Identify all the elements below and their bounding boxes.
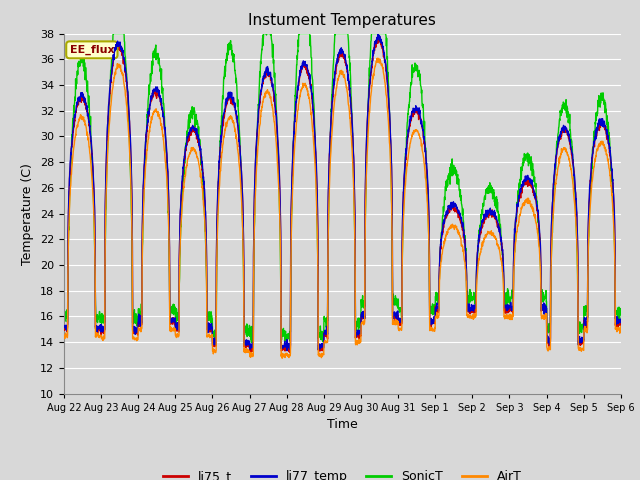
li75_t [371,45,379,50]
li77_temp [359,309,367,314]
Line: AirT: AirT [64,58,621,358]
AirT [374,55,381,61]
AirT [584,327,591,333]
li77_temp [216,159,223,165]
SonicT [359,302,367,308]
SonicT [568,145,576,151]
Line: SonicT: SonicT [64,34,621,347]
SonicT [617,310,625,316]
li77_temp [617,320,625,325]
li77_temp [584,315,591,321]
Title: Instument Temperatures: Instument Temperatures [248,13,436,28]
li75_t [216,161,223,167]
Text: EE_flux: EE_flux [70,45,114,55]
li75_t [359,316,367,322]
AirT [216,185,223,191]
li77_temp [568,150,576,156]
li77_temp [505,306,513,312]
SonicT [371,31,379,36]
SonicT [505,292,513,298]
Line: li77_temp: li77_temp [64,34,621,350]
AirT [359,320,367,325]
Line: li75_t: li75_t [64,37,621,353]
li75_t [246,350,254,356]
li75_t [376,34,384,40]
li77_temp [284,348,291,353]
li75_t [617,321,625,326]
Y-axis label: Temperature (C): Temperature (C) [22,163,35,264]
li75_t [60,327,68,333]
AirT [60,334,68,339]
AirT [617,324,625,329]
li75_t [505,308,513,314]
AirT [371,65,379,71]
SonicT [283,344,291,350]
AirT [568,174,576,180]
Legend: li75_t, li77_temp, SonicT, AirT: li75_t, li77_temp, SonicT, AirT [158,465,527,480]
li75_t [568,156,576,161]
li75_t [584,319,591,324]
li77_temp [371,39,379,45]
AirT [278,355,286,361]
SonicT [109,31,117,36]
SonicT [60,317,68,323]
SonicT [216,161,223,167]
AirT [505,313,513,319]
li77_temp [374,31,381,37]
li77_temp [60,324,68,329]
X-axis label: Time: Time [327,418,358,431]
SonicT [584,314,591,320]
